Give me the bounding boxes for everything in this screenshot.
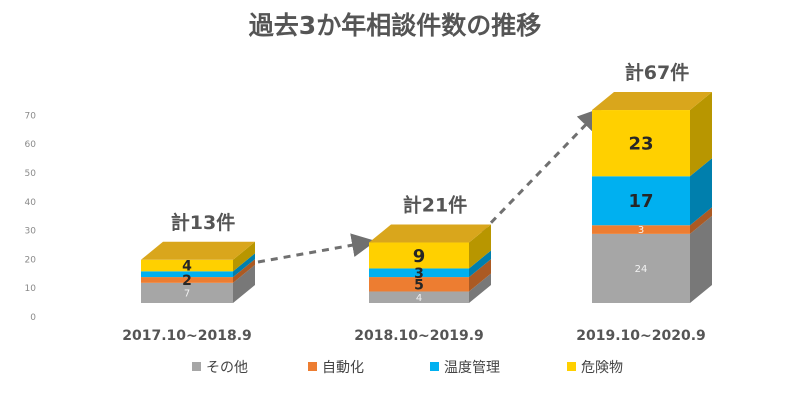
bar-segment bbox=[592, 176, 690, 226]
bar-segment bbox=[369, 242, 469, 269]
bar-segment-side bbox=[469, 273, 491, 303]
bar-segment-label: 17 bbox=[628, 191, 653, 212]
bar-segment-side bbox=[690, 207, 712, 234]
bar-total-label: 計13件 bbox=[171, 211, 235, 234]
y-tick-label: 0 bbox=[30, 313, 36, 323]
legend-item: 自動化 bbox=[308, 360, 364, 376]
bar-total-label: 計21件 bbox=[403, 194, 467, 217]
legend-item: 危険物 bbox=[567, 360, 623, 376]
bar-segment-label: 4 bbox=[416, 293, 422, 304]
bar-segment bbox=[141, 259, 233, 272]
chart-title: 過去3か年相談件数の推移 bbox=[249, 11, 541, 40]
bar-segment bbox=[369, 291, 469, 303]
bar-segment bbox=[141, 277, 233, 283]
y-tick-label: 30 bbox=[25, 227, 37, 237]
bar-top bbox=[141, 241, 255, 260]
legend-swatch bbox=[192, 362, 201, 371]
bar-segment-side bbox=[690, 92, 712, 177]
legend-swatch bbox=[308, 362, 317, 371]
bar-segment-label: 9 bbox=[413, 246, 426, 267]
y-axis: 0 10 20 30 40 50 60 70 bbox=[25, 111, 37, 323]
bar-segment-side bbox=[690, 215, 712, 303]
bar-segment-label: 5 bbox=[414, 277, 424, 293]
legend-item: その他 bbox=[192, 360, 248, 376]
legend-label: 温度管理 bbox=[444, 360, 500, 376]
trend-arrows bbox=[257, 107, 603, 264]
legend-swatch bbox=[430, 362, 439, 371]
bar-segment-side bbox=[690, 158, 712, 226]
bar-segment-side bbox=[233, 253, 255, 278]
bar-segment-label: 23 bbox=[628, 134, 653, 155]
y-tick-label: 40 bbox=[25, 198, 37, 208]
bar-stack: 724 計13件 bbox=[141, 211, 255, 303]
bar-segment bbox=[141, 271, 233, 278]
bar-segment bbox=[592, 233, 690, 303]
bar-top bbox=[369, 224, 491, 243]
trend-arrow bbox=[257, 233, 376, 264]
bar-stack: 24 3 17 23 計67件 bbox=[592, 61, 712, 303]
legend-swatch bbox=[567, 362, 576, 371]
bar-segment-side bbox=[233, 241, 255, 272]
bar-segment bbox=[369, 268, 469, 278]
y-tick-label: 50 bbox=[25, 169, 37, 179]
bar-segment-side bbox=[469, 259, 491, 292]
bar-segment-side bbox=[233, 264, 255, 303]
bar-segment bbox=[369, 277, 469, 292]
bar-segment-label: 2 bbox=[182, 273, 192, 289]
x-tick-label: 2017.10~2018.9 bbox=[122, 328, 252, 344]
legend-label: 自動化 bbox=[322, 360, 364, 376]
y-tick-label: 70 bbox=[25, 111, 37, 121]
bar-segment-side bbox=[469, 250, 491, 278]
bar-segment bbox=[592, 225, 690, 234]
bar-segment-label: 7 bbox=[184, 289, 190, 300]
x-tick-label: 2019.10~2020.9 bbox=[576, 328, 706, 344]
legend-label: その他 bbox=[206, 360, 248, 376]
bar-segment bbox=[141, 282, 233, 303]
y-tick-label: 20 bbox=[25, 255, 37, 265]
x-tick-label: 2018.10~2019.9 bbox=[354, 328, 484, 344]
bar-segment bbox=[592, 110, 690, 177]
legend-item: 温度管理 bbox=[430, 360, 500, 376]
bar-top bbox=[592, 92, 712, 111]
bar-segment-side bbox=[469, 224, 491, 269]
bar-segment-label: 24 bbox=[635, 264, 648, 275]
x-axis: 2017.10~2018.9 2018.10~2019.9 2019.10~2020… bbox=[122, 328, 706, 344]
bar-segment-label: 3 bbox=[638, 225, 644, 236]
y-tick-label: 10 bbox=[25, 284, 37, 294]
legend-label: 危険物 bbox=[581, 360, 623, 376]
bar-total-label: 計67件 bbox=[625, 61, 689, 84]
trend-arrow bbox=[480, 107, 603, 234]
bar-segment-label: 4 bbox=[182, 259, 192, 275]
bar-segment-label: 3 bbox=[414, 266, 424, 282]
y-tick-label: 60 bbox=[25, 140, 37, 150]
bar-segment-side bbox=[233, 259, 255, 283]
legend: その他 自動化 温度管理 危険物 bbox=[192, 360, 623, 376]
